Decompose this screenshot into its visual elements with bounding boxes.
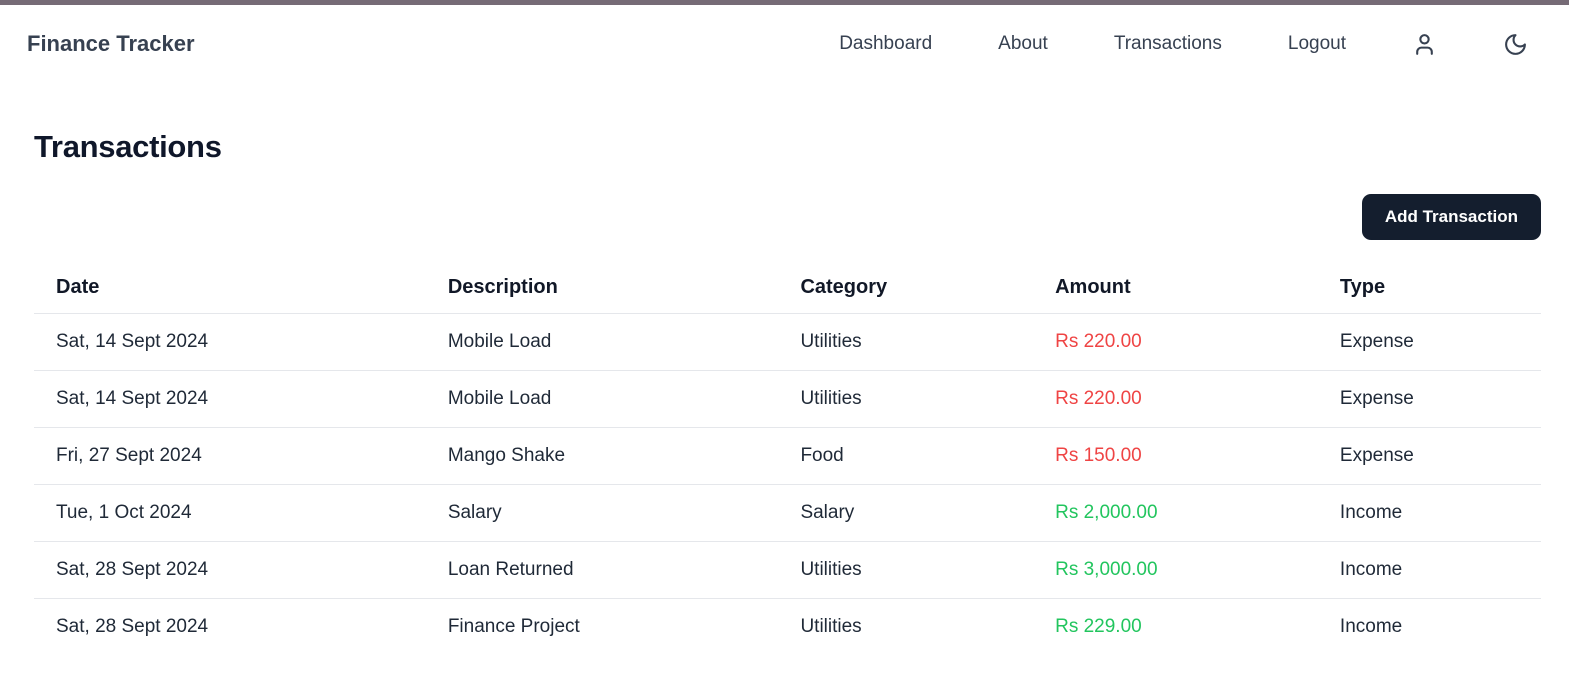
nav-link-transactions[interactable]: Transactions — [1113, 33, 1222, 54]
cell-description: Finance Project — [447, 616, 580, 637]
cell-type: Expense — [1317, 370, 1541, 428]
table-row[interactable]: Sat, 28 Sept 2024 Loan Returned Utilitie… — [34, 541, 1541, 599]
cell-description: Salary — [425, 484, 779, 542]
cell-amount: Rs 229.00 — [1055, 616, 1142, 637]
cell-description: Mango Shake — [425, 427, 779, 485]
table-row[interactable]: Tue, 1 Oct 2024 Salary Salary Rs 2,000.0… — [34, 484, 1541, 542]
cell-amount: Rs 2,000.00 — [1033, 484, 1318, 542]
table-row[interactable]: Sat, 28 Sept 2024 Finance Project Utilit… — [34, 599, 1541, 656]
cell-category: Food — [778, 427, 1034, 485]
navbar: Finance Tracker Dashboard About Transact… — [0, 5, 1569, 79]
cell-category: Utilities — [800, 616, 862, 637]
cell-description: Loan Returned — [425, 541, 779, 599]
transactions-table-wrap: Date Description Category Amount Type Sa… — [34, 262, 1541, 655]
cell-type: Income — [1317, 541, 1541, 599]
col-header-category: Category — [778, 262, 1034, 314]
add-transaction-button[interactable]: Add Transaction — [1361, 194, 1541, 240]
nav-links: Dashboard About Transactions Logout — [839, 32, 1528, 57]
col-header-description: Description — [425, 262, 779, 314]
table-row[interactable]: Sat, 14 Sept 2024 Mobile Load Utilities … — [34, 313, 1541, 371]
cell-amount: Rs 220.00 — [1033, 370, 1318, 428]
window-top-edge — [0, 0, 1569, 5]
cell-date: Fri, 27 Sept 2024 — [34, 427, 426, 485]
transactions-table: Date Description Category Amount Type Sa… — [34, 262, 1541, 655]
nav-link-about[interactable]: About — [998, 33, 1048, 54]
cell-date: Sat, 28 Sept 2024 — [56, 616, 209, 637]
table-row[interactable]: Fri, 27 Sept 2024 Mango Shake Food Rs 15… — [34, 427, 1541, 485]
col-header-type: Type — [1317, 262, 1541, 314]
main-content: Transactions Add Transaction Date Descri… — [0, 129, 1569, 655]
table-row[interactable]: Sat, 14 Sept 2024 Mobile Load Utilities … — [34, 370, 1541, 428]
cell-amount: Rs 150.00 — [1033, 427, 1318, 485]
cell-date: Sat, 14 Sept 2024 — [34, 370, 426, 428]
cell-type: Expense — [1317, 313, 1541, 371]
toolbar: Add Transaction — [0, 194, 1569, 240]
cell-date: Sat, 28 Sept 2024 — [34, 541, 426, 599]
cell-type: Expense — [1317, 427, 1541, 485]
cell-amount: Rs 220.00 — [1033, 313, 1318, 371]
nav-link-logout[interactable]: Logout — [1287, 33, 1346, 54]
cell-category: Salary — [778, 484, 1034, 542]
col-header-amount: Amount — [1033, 262, 1318, 314]
cell-type: Income — [1339, 616, 1403, 637]
page-title: Transactions — [34, 129, 222, 164]
cell-description: Mobile Load — [425, 313, 779, 371]
cell-category: Utilities — [778, 313, 1034, 371]
moon-icon[interactable] — [1503, 32, 1528, 57]
app-brand[interactable]: Finance Tracker — [27, 31, 195, 56]
user-icon[interactable] — [1412, 32, 1437, 57]
table-header-row: Date Description Category Amount Type — [34, 262, 1541, 314]
cell-category: Utilities — [778, 370, 1034, 428]
cell-amount: Rs 3,000.00 — [1033, 541, 1318, 599]
cell-date: Sat, 14 Sept 2024 — [34, 313, 426, 371]
cell-description: Mobile Load — [425, 370, 779, 428]
cell-date: Tue, 1 Oct 2024 — [34, 484, 426, 542]
nav-link-dashboard[interactable]: Dashboard — [839, 33, 933, 54]
col-header-date: Date — [34, 262, 426, 314]
cell-category: Utilities — [778, 541, 1034, 599]
cell-type: Income — [1317, 484, 1541, 542]
